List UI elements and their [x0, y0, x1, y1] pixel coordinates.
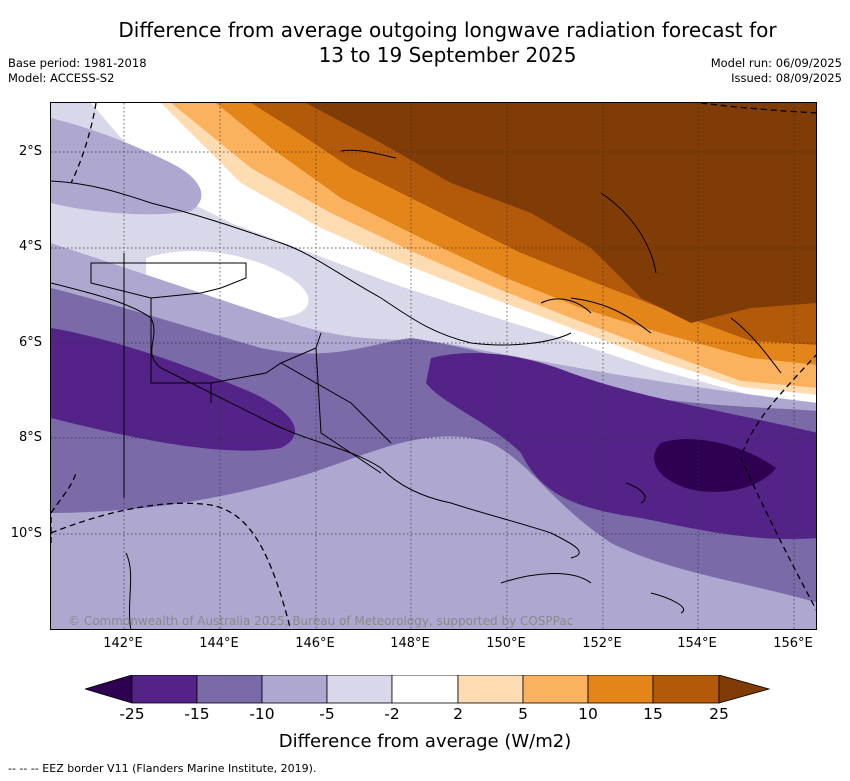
olr-anomaly-map — [51, 103, 816, 629]
eez-footnote: -- -- -- EEZ border V11 (Flanders Marine… — [8, 762, 317, 775]
colorbar-above-max — [718, 675, 770, 704]
colorbar-swatch-2 — [196, 675, 263, 704]
lat-label-10s: 10°S — [10, 526, 42, 541]
map-title: Difference from average outgoing longwav… — [0, 18, 850, 68]
lon-label-154e: 154°E — [677, 636, 717, 651]
colorbar-tick: -15 — [184, 705, 210, 723]
colorbar-swatch-5 — [391, 675, 459, 704]
eez-borders — [51, 103, 816, 629]
region-neg-25-15-east — [426, 353, 816, 539]
lon-label-142e: 142°E — [103, 636, 143, 651]
colorbar-swatch-1 — [131, 675, 198, 704]
lat-label-2s: 2°S — [18, 144, 42, 159]
lon-label-148e: 148°E — [390, 636, 430, 651]
base-period: Base period: 1981-2018 — [8, 56, 147, 70]
colorbar-swatch-4 — [326, 675, 393, 704]
region-below-25 — [654, 439, 776, 492]
region-above-25 — [306, 103, 816, 323]
colorbar-tick: -25 — [119, 705, 145, 723]
colorbar-tick: -10 — [249, 705, 275, 723]
colorbar-tick: 25 — [709, 705, 729, 723]
issued-date: Issued: 08/09/2025 — [731, 71, 842, 85]
region-neg-10-5-north — [51, 118, 202, 215]
colorbar-tick: -5 — [319, 705, 335, 723]
title-line-1: Difference from average outgoing longwav… — [118, 18, 777, 42]
colorbar-below-min — [85, 675, 133, 704]
region-neg-15-10 — [51, 288, 816, 603]
colorbar-tick: 10 — [578, 705, 598, 723]
title-line-2: 13 to 19 September 2025 — [318, 43, 577, 67]
colorbar-tick: -2 — [384, 705, 400, 723]
colorbar-swatch-6 — [457, 675, 524, 704]
colorbar-tick: 2 — [453, 705, 463, 723]
colorbar-swatch-3 — [261, 675, 328, 704]
lon-label-152e: 152°E — [582, 636, 622, 651]
model-run: Model run: 06/09/2025 — [710, 56, 842, 70]
lat-label-4s: 4°S — [18, 239, 42, 254]
colorbar — [85, 675, 770, 704]
colorbar-swatch-9 — [652, 675, 720, 704]
lon-label-144e: 144°E — [199, 636, 239, 651]
lon-label-156e: 156°E — [773, 636, 813, 651]
region-neg-25-15-west — [51, 328, 296, 451]
lat-label-6s: 6°S — [18, 335, 42, 350]
colorbar-swatch-8 — [587, 675, 654, 704]
colorbar-tick: 5 — [518, 705, 528, 723]
lon-label-150e: 150°E — [486, 636, 526, 651]
meta-left: Base period: 1981-2018 Model: ACCESS-S2 — [8, 56, 147, 86]
colorbar-swatch-7 — [522, 675, 589, 704]
copyright-notice: © Commonwealth of Australia 2025, Bureau… — [68, 614, 574, 628]
meta-right: Model run: 06/09/2025 Issued: 08/09/2025 — [711, 56, 842, 86]
coastlines — [51, 149, 782, 629]
lon-label-146e: 146°E — [295, 636, 335, 651]
colorbar-tick: 15 — [643, 705, 663, 723]
lat-label-8s: 8°S — [18, 430, 42, 445]
model-name: Model: ACCESS-S2 — [8, 71, 115, 85]
map-panel — [50, 102, 817, 630]
colorbar-title: Difference from average (W/m2) — [278, 731, 572, 752]
